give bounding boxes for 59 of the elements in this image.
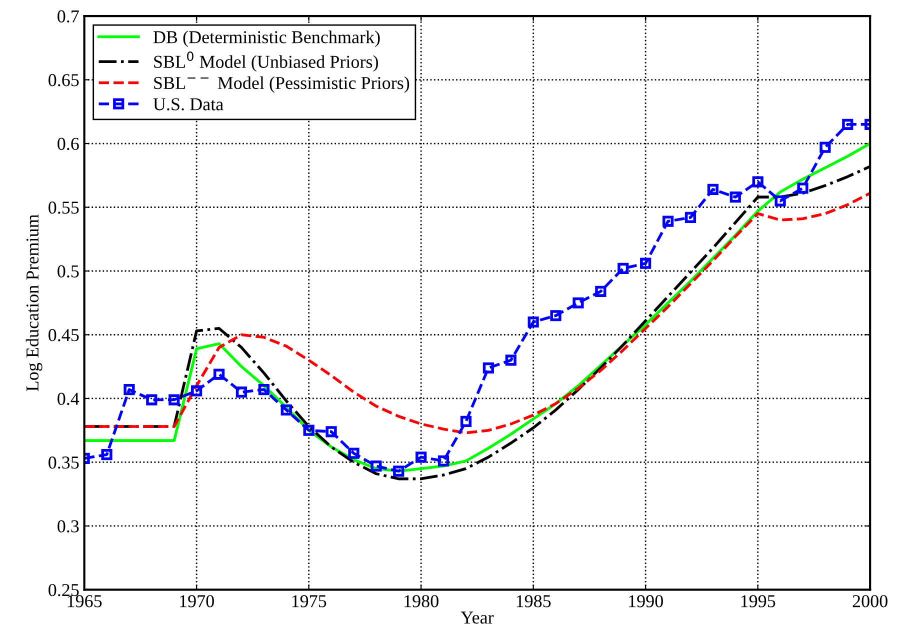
x-tick-label: 1985 xyxy=(516,595,551,608)
x-tick-label: 1990 xyxy=(629,595,663,608)
y-tick-label: 0.65 xyxy=(48,74,79,86)
point xyxy=(595,286,606,297)
point xyxy=(438,455,450,467)
y-tick-label: 0.55 xyxy=(48,202,79,214)
x-tick-label: 1965 xyxy=(68,595,102,608)
y-tick-label: 0.35 xyxy=(48,456,79,469)
point xyxy=(101,449,112,460)
y-tick-label: 0.6 xyxy=(58,138,79,150)
x-tick-label: 1975 xyxy=(292,595,326,608)
point xyxy=(707,184,718,195)
point xyxy=(730,192,741,203)
x-tick-label: 1970 xyxy=(180,595,214,608)
x-axis-title: Year xyxy=(460,612,494,624)
point xyxy=(842,118,854,130)
legend-label: SBL$^{−−}$ Model (Pessimistic Priors) xyxy=(154,76,410,93)
point xyxy=(416,452,427,463)
point xyxy=(505,354,516,366)
point xyxy=(820,142,831,153)
point xyxy=(348,448,360,459)
point xyxy=(797,182,808,194)
point xyxy=(662,216,674,227)
point xyxy=(684,212,696,224)
y-tick-label: 0.5 xyxy=(58,265,79,278)
x-tick-label: 2000 xyxy=(852,595,888,608)
point xyxy=(191,385,202,396)
y-tick-label: 0.25 xyxy=(48,584,79,596)
point xyxy=(482,362,494,374)
point xyxy=(370,460,382,472)
point xyxy=(124,384,135,396)
point xyxy=(752,176,764,188)
point xyxy=(258,384,270,396)
point xyxy=(774,195,786,206)
point xyxy=(528,316,539,328)
x-tick-label: 1980 xyxy=(404,595,438,608)
y-axis-title: Log Education Premium xyxy=(26,214,42,392)
line-series xyxy=(84,192,870,434)
point xyxy=(213,368,225,380)
legend-label: U.S. Data xyxy=(153,98,224,110)
y-tick-label: 0.4 xyxy=(58,392,80,406)
point xyxy=(640,258,652,269)
point xyxy=(236,386,248,398)
point xyxy=(280,404,292,416)
x-tick-label: 1995 xyxy=(741,595,776,608)
point xyxy=(303,424,314,436)
y-tick-label: 0.3 xyxy=(58,520,79,532)
point xyxy=(550,310,562,322)
point xyxy=(460,416,472,427)
point xyxy=(393,466,404,477)
point xyxy=(572,297,584,308)
point xyxy=(326,426,337,438)
y-tick-label: 0.7 xyxy=(58,10,79,23)
legend-label: SBL$^{0}$ Model (Unbiased Priors) xyxy=(154,51,378,72)
point xyxy=(168,394,180,406)
point xyxy=(146,394,158,406)
legend-label: DB (Deterministic Benchmark) xyxy=(153,30,380,47)
point xyxy=(618,262,629,274)
y-tick-label: 0.45 xyxy=(48,329,79,342)
